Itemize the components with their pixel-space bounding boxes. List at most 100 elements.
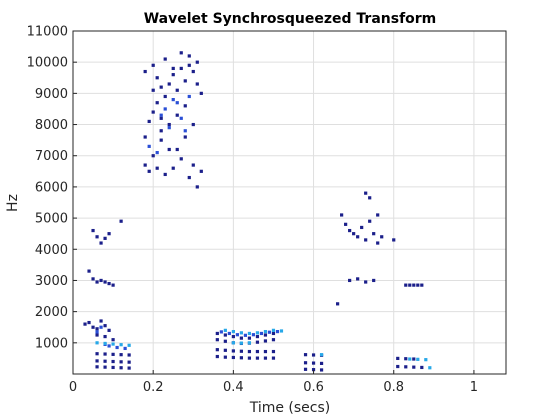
data-point: [111, 338, 115, 342]
data-point: [143, 69, 147, 74]
data-point: [171, 73, 175, 77]
data-point: [151, 63, 155, 67]
data-point: [319, 353, 324, 357]
data-point: [348, 278, 352, 283]
data-point: [319, 368, 324, 372]
data-point: [255, 334, 260, 339]
data-point: [119, 360, 123, 364]
data-point: [187, 94, 191, 99]
data-point: [103, 359, 107, 363]
y-tick-label: 4000: [35, 243, 68, 258]
data-point: [420, 283, 424, 287]
data-point: [247, 331, 252, 336]
data-point: [171, 66, 175, 71]
data-point: [103, 365, 107, 369]
data-point: [239, 331, 243, 335]
y-tick-label: 1000: [35, 336, 68, 351]
data-point: [159, 113, 163, 117]
data-point: [199, 91, 203, 95]
data-point: [396, 364, 400, 369]
y-tick-label: 2000: [35, 305, 68, 320]
data-point: [408, 283, 412, 287]
data-point: [107, 328, 111, 332]
data-point: [95, 235, 99, 239]
data-point: [127, 366, 131, 370]
data-point: [416, 357, 420, 361]
data-point: [95, 352, 99, 356]
data-point: [247, 336, 252, 340]
data-point: [175, 113, 179, 117]
data-point: [107, 344, 111, 348]
data-point: [183, 104, 187, 108]
data-point: [223, 348, 227, 352]
data-point: [179, 66, 183, 71]
data-point: [151, 154, 155, 158]
y-tick-label: 5000: [35, 212, 68, 227]
data-point: [183, 129, 187, 133]
data-point: [271, 349, 276, 354]
data-point: [215, 354, 219, 359]
plot-background: [73, 31, 506, 374]
data-point: [311, 361, 316, 365]
data-point: [195, 82, 199, 86]
y-tick-label: 8000: [35, 118, 68, 133]
data-point: [239, 356, 243, 360]
data-point: [179, 157, 183, 161]
data-point: [368, 219, 372, 223]
data-point: [163, 94, 167, 99]
data-point: [191, 122, 195, 127]
data-point: [143, 163, 147, 167]
data-point: [239, 336, 243, 340]
data-point: [267, 330, 272, 334]
data-point: [404, 357, 408, 361]
x-tick-label: 0.2: [143, 380, 164, 395]
data-point: [376, 213, 380, 217]
data-point: [271, 356, 276, 360]
data-point: [187, 54, 191, 58]
data-point: [159, 116, 163, 120]
data-marks: [83, 51, 432, 372]
axis-ticks: 0 0.2 0.4 0.6 0.8 110002000300040005000600070…: [27, 25, 478, 396]
data-point: [247, 349, 252, 354]
data-point: [263, 329, 268, 334]
y-tick-label: 9000: [35, 87, 68, 102]
data-point: [111, 352, 115, 356]
data-point: [171, 98, 175, 102]
data-point: [408, 357, 412, 361]
data-point: [187, 63, 191, 67]
y-tick-label: 7000: [35, 149, 68, 164]
data-point: [231, 349, 235, 353]
data-point: [87, 269, 91, 273]
data-point: [179, 116, 183, 120]
data-point: [259, 331, 264, 336]
data-point: [87, 320, 91, 325]
data-point: [99, 278, 103, 283]
data-point: [255, 349, 260, 354]
data-point: [111, 359, 115, 364]
data-point: [99, 241, 103, 245]
data-point: [91, 277, 95, 281]
data-point: [424, 358, 428, 362]
data-point: [167, 82, 171, 86]
axes-box: [72, 30, 507, 375]
data-point: [175, 88, 179, 92]
data-point: [352, 232, 356, 236]
data-point: [372, 278, 376, 283]
data-point: [364, 280, 368, 284]
data-point: [356, 277, 360, 281]
data-point: [275, 329, 280, 334]
data-point: [247, 341, 252, 345]
y-tick-label: 3000: [35, 274, 68, 289]
data-point: [255, 331, 260, 335]
data-point: [103, 236, 107, 240]
data-point: [263, 356, 268, 360]
data-point: [95, 365, 99, 369]
data-point: [159, 129, 163, 133]
data-point: [392, 238, 396, 242]
data-point: [336, 302, 340, 306]
data-point: [195, 185, 199, 189]
y-tick-label: 11000: [27, 25, 68, 40]
data-point: [255, 340, 260, 344]
data-point: [360, 225, 364, 230]
data-point: [215, 338, 219, 342]
